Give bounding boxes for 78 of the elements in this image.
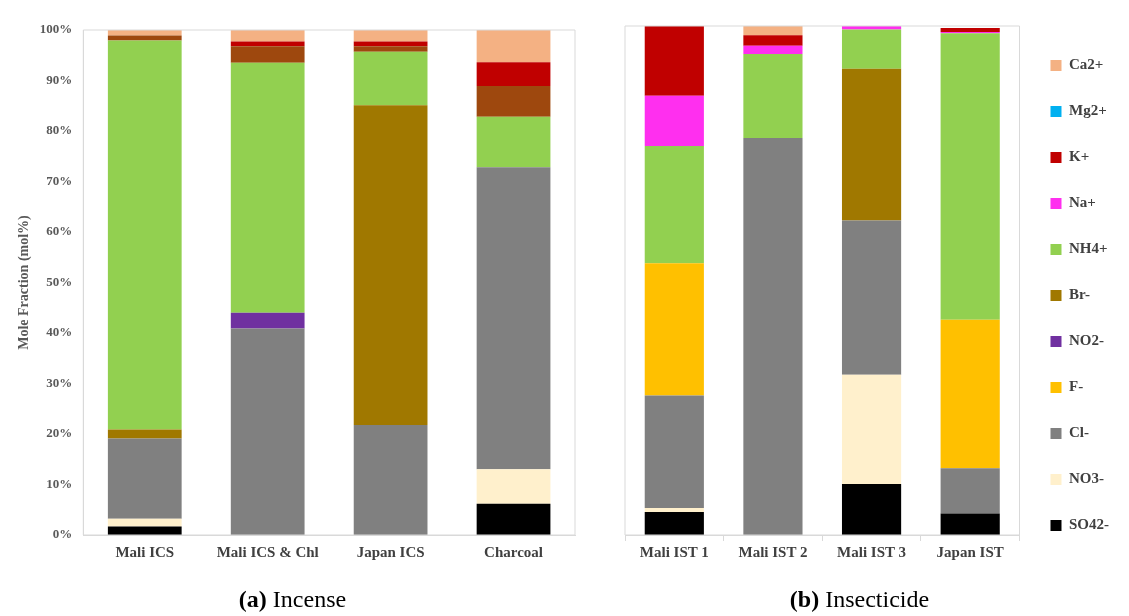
- bar: [940, 28, 1000, 33]
- bar: [743, 137, 803, 535]
- bar: [743, 54, 803, 138]
- legend-label: Ca2+: [1069, 56, 1104, 73]
- bar: [476, 167, 551, 470]
- bar: [841, 484, 902, 535]
- y-tick-label: 80%: [46, 122, 73, 138]
- bar: [107, 30, 182, 36]
- bar: [476, 116, 551, 168]
- bar: [353, 51, 428, 106]
- y-tick-label: 40%: [46, 324, 73, 340]
- bar: [107, 40, 182, 430]
- legend-label: Br-: [1069, 286, 1091, 303]
- bar: [940, 319, 1000, 469]
- legend-label: NO2-: [1069, 332, 1104, 349]
- x-tick-label: Japan ICS: [356, 543, 425, 560]
- x-tick-label: Mali ICS: [115, 543, 175, 560]
- y-tick-label: 60%: [46, 223, 73, 239]
- text: (a) Incense: [237, 586, 348, 613]
- bar: [230, 30, 305, 42]
- bar: [107, 429, 182, 439]
- x-tick-label: Japan IST: [936, 543, 1004, 560]
- bar: [841, 220, 902, 375]
- bar: [353, 30, 428, 42]
- legend-label: F-: [1069, 378, 1084, 395]
- legend-label: NO3-: [1069, 470, 1104, 487]
- legend-label: Na+: [1069, 194, 1096, 211]
- bar: [644, 95, 704, 147]
- bar: [940, 468, 1000, 514]
- bar: [353, 46, 428, 52]
- bar: [644, 508, 704, 513]
- bar: [841, 68, 902, 221]
- bar: [743, 45, 803, 54]
- bar: [940, 33, 1000, 320]
- y-tick-label: 30%: [46, 374, 73, 390]
- legend-label: SO42-: [1069, 516, 1110, 533]
- bar: [107, 35, 182, 41]
- bar: [940, 513, 1000, 535]
- y-tick-label: 0%: [52, 526, 73, 542]
- y-tick-label: 70%: [46, 172, 73, 188]
- legend-label: K+: [1069, 148, 1090, 165]
- bar: [230, 46, 305, 63]
- y-tick-label: 20%: [46, 425, 73, 441]
- bar: [644, 395, 704, 509]
- x-tick-label: Mali IST 1: [639, 543, 709, 560]
- bar: [644, 146, 704, 264]
- bar: [476, 86, 551, 117]
- x-tick-label: Mali IST 2: [738, 543, 808, 560]
- bar: [353, 105, 428, 425]
- bar: [230, 62, 305, 313]
- legend-label: Cl-: [1069, 424, 1089, 441]
- bar: [476, 469, 551, 504]
- bar: [841, 374, 902, 485]
- x-tick-label: Mali IST 3: [837, 543, 907, 560]
- y-tick-label: 90%: [46, 71, 73, 87]
- bar: [476, 62, 551, 87]
- bar: [644, 512, 704, 535]
- text: (b) Insecticide: [788, 586, 931, 613]
- bar: [230, 328, 305, 535]
- y-tick-label: 100%: [39, 21, 73, 37]
- bar: [230, 312, 305, 329]
- bar: [644, 263, 704, 396]
- bar: [743, 35, 803, 46]
- bar: [353, 424, 428, 535]
- bar: [476, 30, 551, 63]
- y-tick-label: 50%: [46, 273, 73, 289]
- x-tick-label: Charcoal: [484, 543, 543, 560]
- legend-label: Mg2+: [1069, 102, 1107, 119]
- bar: [107, 518, 182, 527]
- x-tick-label: Mali ICS & Chl: [216, 543, 319, 560]
- y-axis-title: Mole Fraction (mol%): [16, 214, 33, 350]
- bar: [107, 526, 182, 535]
- bar: [841, 29, 902, 69]
- bar: [476, 503, 551, 535]
- legend-label: NH4+: [1069, 240, 1108, 257]
- bar: [644, 26, 704, 96]
- y-tick-label: 10%: [46, 475, 73, 491]
- bar: [107, 438, 182, 519]
